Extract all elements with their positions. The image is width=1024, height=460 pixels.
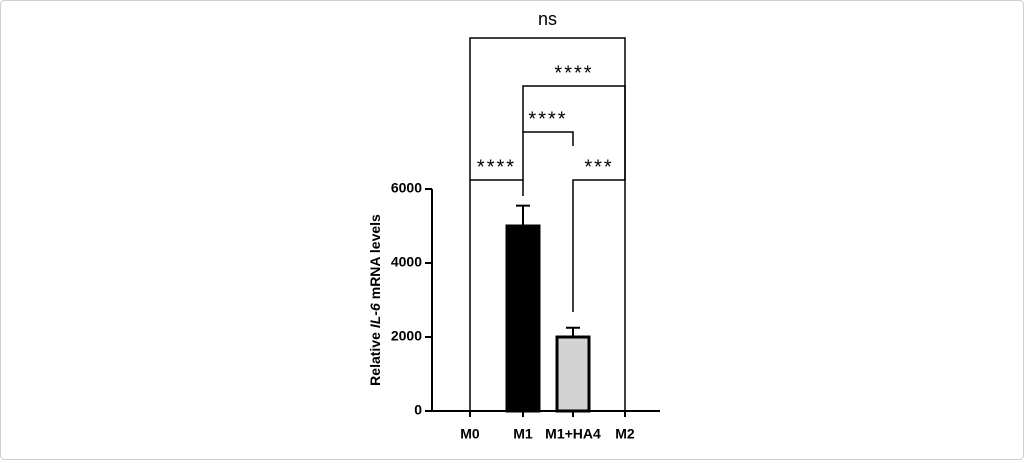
- significance-label: ****: [554, 62, 593, 84]
- significance-label: ns: [538, 9, 557, 29]
- y-label-prefix: Relative: [367, 332, 383, 386]
- x-tick-label: M2: [615, 426, 635, 442]
- bar: [555, 335, 591, 413]
- significance-label: ***: [584, 156, 613, 178]
- significance-bracket: [469, 179, 524, 411]
- significance-label: ****: [477, 156, 516, 178]
- y-axis-label: Relative IL-6 mRNA levels: [367, 214, 383, 386]
- y-tick-label: 4000: [391, 254, 422, 270]
- x-tick-label: M1: [513, 426, 533, 442]
- y-label-gene: IL-6: [367, 303, 383, 328]
- y-tick-label: 2000: [391, 328, 422, 344]
- significance-label: ****: [528, 108, 567, 130]
- bar: [505, 224, 541, 413]
- significance-bracket: [469, 37, 626, 180]
- x-tick-label: M0: [460, 426, 480, 442]
- significance-bracket: [522, 131, 574, 180]
- y-tick-label: 0: [414, 402, 422, 418]
- y-tick-label: 6000: [391, 180, 422, 196]
- y-label-suffix: mRNA levels: [367, 214, 383, 299]
- x-tick-label: M1+HA4: [545, 426, 601, 442]
- significance-bracket: [572, 179, 626, 411]
